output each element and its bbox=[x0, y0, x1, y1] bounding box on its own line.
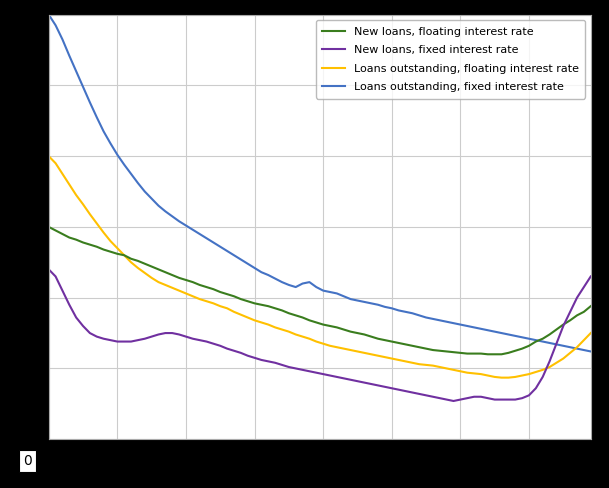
Legend: New loans, floating interest rate, New loans, fixed interest rate, Loans outstan: New loans, floating interest rate, New l… bbox=[315, 20, 585, 99]
Text: 0: 0 bbox=[23, 454, 32, 468]
